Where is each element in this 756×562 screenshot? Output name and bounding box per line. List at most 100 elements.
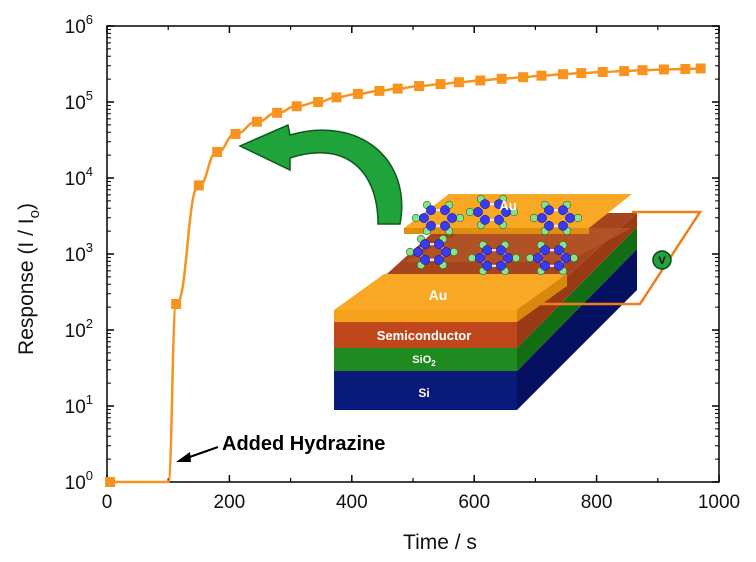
data-point-marker: [392, 83, 403, 94]
molecule-atom: [544, 205, 554, 216]
molecule-atom: [501, 207, 511, 217]
x-axis-title: Time / s: [403, 531, 477, 554]
data-point-marker: [576, 68, 587, 79]
data-point-marker: [557, 69, 568, 80]
data-point-marker: [414, 81, 425, 92]
molecule-atom: [480, 199, 490, 210]
y-tick-label: 103: [65, 240, 93, 266]
molecule-atom: [482, 245, 492, 256]
molecule-atom: [426, 220, 436, 231]
x-tick-label: 200: [214, 492, 246, 513]
x-tick-label: 800: [581, 492, 613, 513]
molecule-atom: [494, 199, 504, 210]
data-point-marker: [105, 477, 116, 487]
molecule-h-atom: [411, 213, 421, 223]
data-point-marker: [518, 72, 529, 83]
molecule-h-atom: [569, 253, 579, 263]
y-axis-title: Response (I / Io): [15, 203, 43, 355]
molecule-atom: [494, 214, 504, 225]
data-point-marker: [193, 180, 204, 191]
x-axis-ticks: 0 200 400 600 800 1000: [102, 26, 740, 513]
molecule-atom: [434, 239, 444, 250]
sio2-layer-side: [517, 227, 637, 371]
molecule-atom: [482, 260, 492, 271]
molecule: [467, 240, 521, 276]
data-point-marker: [171, 298, 182, 309]
data-point-marker: [352, 88, 363, 99]
x-tick-label: 400: [336, 492, 368, 513]
molecule: [465, 194, 519, 230]
y-tick-label: 104: [65, 164, 93, 190]
data-point-marker: [597, 67, 608, 78]
molecule-atom: [554, 260, 564, 271]
molecule-atom: [540, 245, 550, 256]
device-inset-diagram: V Au Au Semiconductor SiO2 Si: [334, 194, 703, 410]
molecule-atom: [413, 247, 423, 257]
molecule-atom: [540, 260, 550, 271]
data-point-marker: [453, 77, 464, 88]
y-axis-ticks: 100 101 102 103 104 105 106: [65, 12, 719, 494]
sio2-layer-front: [334, 348, 517, 371]
data-point-marker: [536, 70, 547, 81]
au-front-electrode-side: [517, 274, 567, 322]
data-point-marker: [291, 101, 302, 112]
molecule-atom: [473, 207, 483, 217]
molecule-h-atom: [455, 213, 465, 223]
added-hydrazine-annotation: Added Hydrazine: [176, 433, 385, 462]
y-tick-label: 105: [65, 88, 93, 114]
x-tick-label: 1000: [698, 492, 740, 513]
x-tick-label: 0: [102, 492, 113, 513]
molecule: [411, 200, 465, 236]
molecule-atom: [537, 213, 547, 223]
molecules: [405, 194, 583, 276]
molecule-h-atom: [467, 253, 477, 263]
data-point-marker: [251, 116, 262, 127]
molecule-atom: [496, 260, 506, 271]
semiconductor-label: Semiconductor: [377, 328, 472, 343]
au-front-electrode-front: [334, 310, 517, 322]
molecule-h-atom: [529, 213, 539, 223]
au-front-label: Au: [429, 287, 448, 303]
molecule-atom: [434, 254, 444, 265]
molecule-atom: [440, 220, 450, 231]
semiconductor-layer-front: [334, 322, 517, 348]
y-tick-label: 102: [65, 316, 93, 342]
y-tick-label: 100: [65, 468, 93, 494]
data-point-marker: [496, 73, 507, 84]
molecule-h-atom: [511, 253, 521, 263]
channel-region: [404, 228, 632, 262]
molecule-h-atom: [449, 247, 459, 257]
data-point-marker: [331, 92, 342, 103]
molecule-atom: [554, 245, 564, 256]
molecule-atom: [480, 214, 490, 225]
si-layer-front: [334, 371, 517, 410]
molecule-atom: [447, 213, 457, 223]
data-point-marker: [619, 66, 630, 77]
molecule-atom: [496, 245, 506, 256]
voltmeter-icon: [652, 250, 672, 270]
molecule-atom: [558, 220, 568, 231]
data-point-marker: [695, 63, 706, 74]
data-point-marker: [658, 64, 669, 75]
au-front-electrode-top: [334, 274, 567, 310]
sio2-label: SiO2: [412, 354, 436, 368]
molecule-atom: [440, 205, 450, 216]
molecule: [525, 240, 579, 276]
molecule-atom: [533, 253, 543, 263]
si-label: Si: [418, 386, 429, 400]
molecule: [405, 234, 459, 270]
data-point-marker: [637, 65, 648, 76]
data-point-marker: [230, 128, 241, 139]
curved-arrow-icon: [238, 123, 403, 225]
si-layer-side: [517, 249, 637, 410]
molecule-atom: [420, 254, 430, 265]
molecule-atom: [475, 253, 485, 263]
data-point-marker: [435, 79, 446, 90]
molecule-h-atom: [405, 247, 415, 257]
molecule-atom: [544, 220, 554, 231]
molecule: [529, 200, 583, 236]
data-point-marker: [212, 146, 223, 157]
molecule-atom: [420, 239, 430, 250]
y-tick-label: 106: [65, 12, 93, 38]
